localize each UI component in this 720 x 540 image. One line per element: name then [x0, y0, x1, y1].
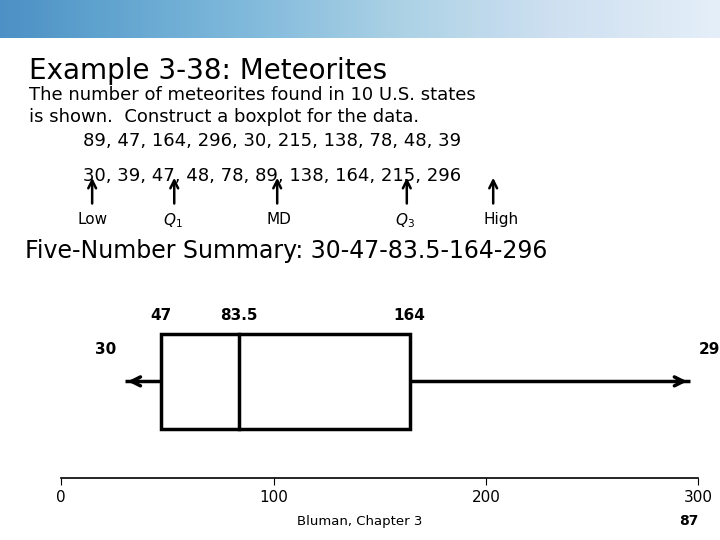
Text: Example 3-38: Meteorites: Example 3-38: Meteorites [29, 57, 387, 85]
Text: Bluman, Chapter 3: Bluman, Chapter 3 [297, 515, 423, 528]
Text: Five-Number Summary: 30-47-83.5-164-296: Five-Number Summary: 30-47-83.5-164-296 [25, 239, 548, 262]
Text: 87: 87 [679, 514, 698, 528]
Text: 30, 39, 47, 48, 78, 89, 138, 164, 215, 296: 30, 39, 47, 48, 78, 89, 138, 164, 215, 2… [83, 167, 461, 185]
Text: 30: 30 [95, 342, 117, 357]
Text: High: High [484, 212, 519, 227]
Text: 89, 47, 164, 296, 30, 215, 138, 78, 48, 39: 89, 47, 164, 296, 30, 215, 138, 78, 48, … [83, 132, 461, 150]
Text: 164: 164 [394, 308, 426, 323]
Text: MD: MD [266, 212, 292, 227]
Text: 47: 47 [150, 308, 171, 323]
Text: Low: Low [78, 212, 108, 227]
Text: $Q_1$: $Q_1$ [163, 212, 183, 231]
Text: 83.5: 83.5 [220, 308, 257, 323]
Text: 296: 296 [698, 342, 720, 357]
Text: The number of meteorites found in 10 U.S. states: The number of meteorites found in 10 U.S… [29, 86, 475, 104]
Bar [161, 334, 410, 429]
Text: $Q_3$: $Q_3$ [395, 212, 415, 231]
Text: is shown.  Construct a boxplot for the data.: is shown. Construct a boxplot for the da… [29, 108, 419, 126]
